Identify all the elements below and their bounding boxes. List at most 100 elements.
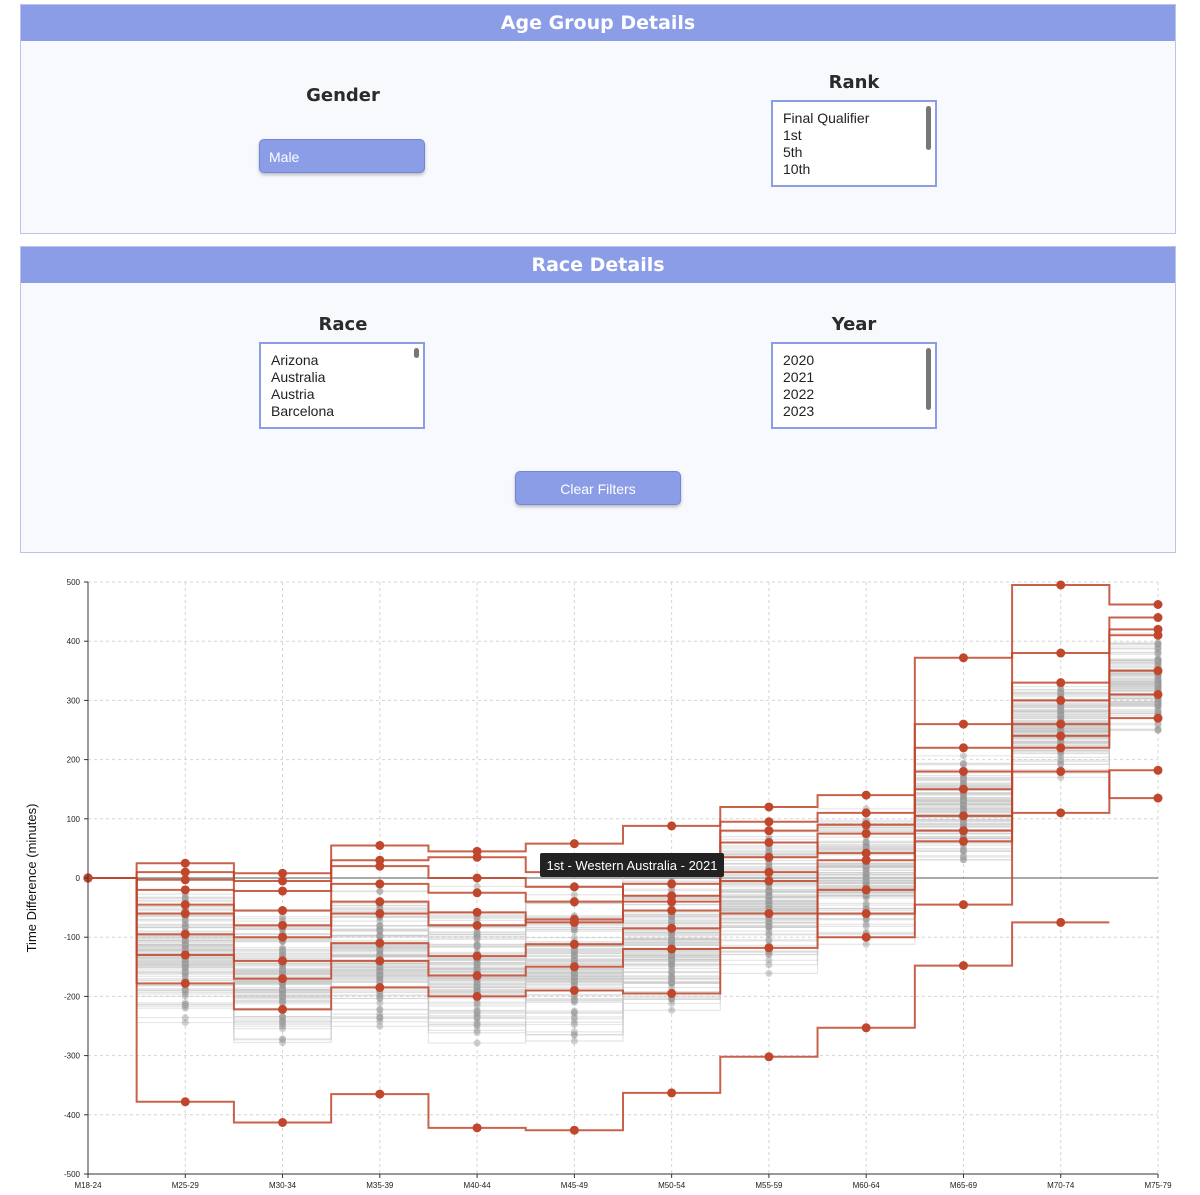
background-series-point xyxy=(1057,760,1065,768)
background-series-point xyxy=(473,914,481,922)
background-series-point xyxy=(376,970,384,978)
background-series-point xyxy=(376,965,384,973)
highlighted-series-point xyxy=(569,985,579,995)
background-series-point xyxy=(1057,756,1065,764)
background-series-point xyxy=(279,950,287,958)
background-series-point xyxy=(570,1031,578,1039)
background-series-point xyxy=(1154,656,1162,664)
background-series-point xyxy=(181,941,189,949)
background-series-point xyxy=(765,892,773,900)
background-series-point xyxy=(1154,681,1162,689)
rank-scrollbar[interactable] xyxy=(926,106,931,150)
background-series-point xyxy=(181,921,189,929)
background-series-point xyxy=(1154,680,1162,688)
race-option-arizona[interactable]: Arizona xyxy=(271,352,319,368)
background-series-point xyxy=(1057,707,1065,715)
background-series-point xyxy=(959,804,967,812)
highlighted-series-point xyxy=(472,920,482,930)
y-tick-label: 300 xyxy=(67,696,81,705)
background-series-point xyxy=(473,960,481,968)
highlighted-series-point xyxy=(375,983,385,993)
highlighted-series-point xyxy=(1153,599,1163,609)
background-series-point xyxy=(570,974,578,982)
x-tick-label: M35-39 xyxy=(366,1181,394,1190)
background-series-point xyxy=(668,952,676,960)
background-series-point xyxy=(473,1029,481,1037)
year-scrollbar[interactable] xyxy=(926,348,931,410)
background-series-point xyxy=(181,917,189,925)
background-series-point xyxy=(959,798,967,806)
background-series-point xyxy=(376,917,384,925)
background-series-point xyxy=(862,874,870,882)
rank-option-1st[interactable]: 1st xyxy=(783,127,802,143)
x-tick-label: M40-44 xyxy=(464,1181,492,1190)
background-series-point xyxy=(279,913,287,921)
highlighted-series-point xyxy=(375,879,385,889)
highlighted-series-point xyxy=(472,852,482,862)
background-series-point xyxy=(473,962,481,970)
rank-option-5th[interactable]: 5th xyxy=(783,144,803,160)
year-option-2020[interactable]: 2020 xyxy=(783,352,815,368)
highlighted-series-line xyxy=(88,616,1158,912)
background-series-point xyxy=(279,987,287,995)
background-series-point xyxy=(279,1013,287,1021)
background-series-point xyxy=(279,993,287,1001)
background-series-point xyxy=(570,934,578,942)
rank-select[interactable]: Final Qualifier 1st 5th 10th xyxy=(771,100,937,187)
background-series-point xyxy=(668,939,676,947)
background-series-point xyxy=(1057,709,1065,717)
year-option-2021[interactable]: 2021 xyxy=(783,369,815,385)
year-option-2022[interactable]: 2022 xyxy=(783,386,815,402)
background-series-point xyxy=(279,969,287,977)
background-series-point xyxy=(862,892,870,900)
highlighted-series-point xyxy=(667,988,677,998)
rank-option-final-qualifier[interactable]: Final Qualifier xyxy=(783,110,870,126)
background-series-point xyxy=(473,940,481,948)
background-series-point xyxy=(765,896,773,904)
background-series-point xyxy=(1057,706,1065,714)
background-series-point xyxy=(376,963,384,971)
background-series-point xyxy=(765,919,773,927)
highlighted-series-point xyxy=(569,914,579,924)
highlighted-series-point xyxy=(1153,713,1163,723)
background-series-point xyxy=(473,928,481,936)
background-series-point xyxy=(279,1022,287,1030)
background-series-point xyxy=(376,927,384,935)
background-series-point xyxy=(862,894,870,902)
background-series-point xyxy=(473,928,481,936)
background-series-point xyxy=(376,1006,384,1014)
rank-option-10th[interactable]: 10th xyxy=(783,161,811,177)
year-option-2023[interactable]: 2023 xyxy=(783,403,815,419)
x-tick-label: M18-24 xyxy=(74,1181,102,1190)
background-series-point xyxy=(376,999,384,1007)
clear-filters-button[interactable]: Clear Filters xyxy=(515,471,681,505)
highlighted-series-point xyxy=(472,1123,482,1133)
highlighted-series-point xyxy=(958,784,968,794)
background-series-point xyxy=(570,972,578,980)
background-series-point xyxy=(862,876,870,884)
background-series-point xyxy=(959,801,967,809)
highlighted-series-point xyxy=(1153,630,1163,640)
background-series-point xyxy=(1057,708,1065,716)
background-series-point xyxy=(473,980,481,988)
race-option-austria[interactable]: Austria xyxy=(271,386,315,402)
background-series-point xyxy=(959,806,967,814)
background-series-point xyxy=(181,964,189,972)
year-select[interactable]: 2020 2021 2022 2023 xyxy=(771,342,937,429)
background-series-point xyxy=(376,963,384,971)
race-select[interactable]: Arizona Australia Austria Barcelona xyxy=(259,342,425,429)
background-series-point xyxy=(1154,700,1162,708)
background-series-point xyxy=(1057,708,1065,716)
background-series-point xyxy=(765,860,773,868)
background-series-point xyxy=(765,897,773,905)
gender-male-button[interactable]: Male xyxy=(259,139,425,173)
background-series-point xyxy=(765,897,773,905)
background-series-point xyxy=(376,951,384,959)
background-series-point xyxy=(1154,675,1162,683)
background-series-point xyxy=(1057,714,1065,722)
background-series-point xyxy=(668,962,676,970)
background-series-point xyxy=(473,1014,481,1022)
race-scrollbar[interactable] xyxy=(414,348,419,358)
race-option-australia[interactable]: Australia xyxy=(271,369,326,385)
race-option-barcelona[interactable]: Barcelona xyxy=(271,403,335,419)
